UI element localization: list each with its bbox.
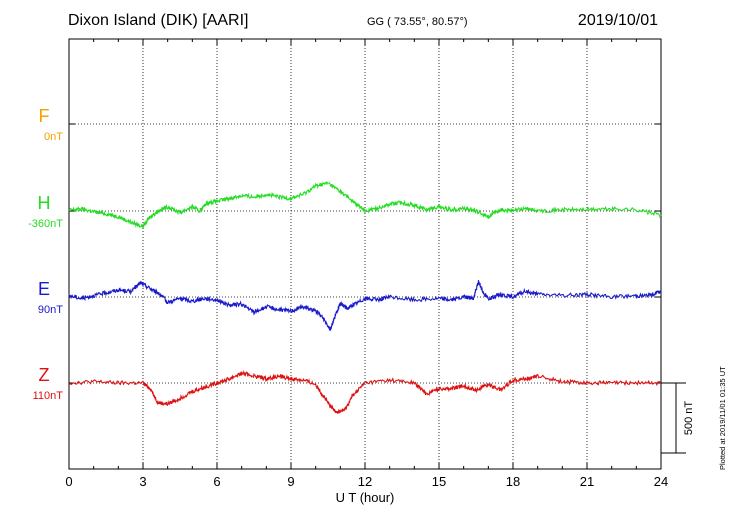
x-tick-label: 9 (287, 474, 294, 489)
x-axis-label: U T (hour) (336, 490, 395, 505)
x-tick-label: 18 (506, 474, 520, 489)
plotted-timestamp: Plotted at 2019/11/01 01:35 UT (714, 366, 728, 480)
x-tick-label: 24 (654, 474, 668, 489)
series-line-e (68, 280, 662, 332)
x-tick-label: 0 (65, 474, 72, 489)
series-name-z: Z (39, 365, 50, 385)
series-name-h: H (38, 193, 51, 213)
plot-frame (68, 38, 662, 470)
plotted-timestamp-text: Plotted at 2019/11/01 01:35 UT (718, 366, 727, 470)
series-offset-e: 90nT (38, 304, 63, 316)
series-offset-h: -360nT (28, 218, 63, 230)
date-label: 2019/10/01 (577, 12, 658, 29)
station-title: Dixon Island (DIK) [AARI] (68, 12, 249, 29)
series-offset-z: 110nT (33, 390, 64, 402)
coordinates-label: GG ( 73.55°, 80.57°) (367, 16, 468, 28)
x-tick-label: 15 (432, 474, 446, 489)
series-name-e: E (38, 279, 50, 299)
scale-bar-label: 500 nT (683, 401, 695, 436)
x-tick-label: 3 (139, 474, 146, 489)
series-name-f: F (39, 106, 50, 126)
x-tick-label: 12 (358, 474, 372, 489)
series-line-h (68, 181, 662, 229)
x-tick-label: 6 (213, 474, 220, 489)
series-line-z (68, 370, 662, 414)
series-offset-f: 0nT (44, 131, 63, 143)
x-tick-label: 21 (580, 474, 594, 489)
